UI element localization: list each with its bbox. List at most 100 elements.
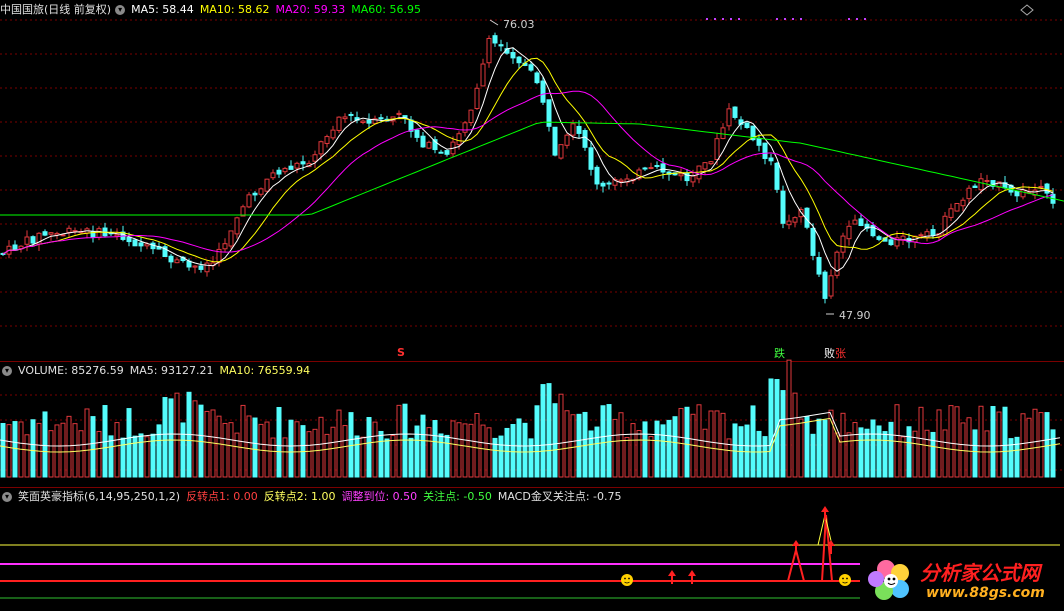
candle-body [654, 165, 660, 168]
stock-title[interactable]: 中国国旅(日线 前复权) [0, 3, 112, 16]
candle-body [774, 162, 780, 190]
volume-bar [744, 424, 750, 478]
candle-body [978, 178, 984, 191]
volume-bar [96, 430, 102, 478]
high-price-label: 76.03 [503, 18, 535, 31]
candle-body [1044, 183, 1050, 194]
volume-bar [426, 427, 432, 478]
candle-body [204, 262, 210, 273]
candle-body [366, 119, 372, 124]
candle-body [228, 230, 234, 247]
candle-body [132, 239, 138, 247]
volume-bar [798, 418, 804, 478]
volume-bar [312, 428, 318, 478]
candle-body [732, 106, 738, 118]
candle-body [234, 217, 240, 235]
volume-bar [162, 397, 168, 478]
volume-bar [876, 425, 882, 478]
volume-bar [792, 392, 798, 478]
indicator-p3: 调整到位: 0.50 [341, 490, 418, 503]
candle-body [114, 233, 120, 237]
volume-bar [624, 436, 630, 478]
volume-bar [90, 416, 96, 478]
candle-body [162, 246, 168, 258]
watermark-name: 分析家公式网 [920, 561, 1040, 585]
volume-bar [318, 416, 324, 478]
volume-bar [462, 423, 468, 478]
candle-body [330, 129, 336, 139]
volume-bar [360, 436, 366, 478]
volume-bar [828, 409, 834, 478]
volume-bar [534, 405, 540, 478]
collapse-icon[interactable]: ▾ [2, 366, 12, 376]
volume-bar [630, 423, 636, 478]
volume-bar [30, 419, 36, 478]
volume-bar [900, 436, 906, 478]
volume-bar [222, 422, 228, 478]
volume-bar [192, 400, 198, 478]
volume-bar [528, 438, 534, 478]
candle-body [276, 169, 282, 175]
volume-bar [432, 420, 438, 478]
candle-body [480, 63, 486, 87]
volume-bar [978, 405, 984, 478]
volume-bar [72, 423, 78, 478]
volume-bar [780, 390, 786, 478]
volume-bar [216, 415, 222, 478]
volume-bar [594, 426, 600, 478]
volume-bar [414, 425, 420, 478]
volume-bar [990, 406, 996, 478]
volume-bar [810, 433, 816, 478]
candle-body [138, 242, 144, 247]
volume-bar [1032, 408, 1038, 478]
volume-bar [276, 406, 282, 478]
ma20-label: MA20: 59.33 [275, 3, 346, 16]
volume-bar [132, 435, 138, 478]
candle-body [24, 236, 30, 245]
volume-bar [36, 422, 42, 478]
volume-bar [1038, 412, 1044, 478]
indicator-p2: 反转点2: 1.00 [263, 490, 336, 503]
volume-bar [816, 418, 822, 478]
sell-signal: S [397, 346, 405, 359]
candle-body [240, 206, 246, 217]
up-arrow-icon [792, 540, 800, 546]
panel-switch-icon[interactable] [1020, 4, 1034, 16]
volume-bar [660, 424, 666, 478]
volume-bar [588, 430, 594, 478]
volume-bar [768, 378, 774, 478]
volume-bar [66, 415, 72, 478]
volume-bar [48, 430, 54, 478]
volume-bar [234, 432, 240, 478]
ma60-label: MA60: 56.95 [351, 3, 421, 16]
volume-bar [924, 429, 930, 478]
volume-bar [954, 406, 960, 478]
candle-body [144, 243, 150, 247]
candle-body [966, 187, 972, 200]
candle-body [414, 129, 420, 138]
candle-body [192, 265, 198, 268]
candle-body [600, 182, 606, 187]
volume-bar [564, 410, 570, 478]
candle-body [792, 217, 798, 223]
collapse-icon[interactable]: ▾ [115, 5, 126, 15]
volume-bar [264, 421, 270, 478]
indicator-panel-header: ▾ 笑面英豪指标(6,14,95,250,1,2) 反转点1: 0.00 反转点2: … [0, 489, 627, 505]
candle-body [198, 265, 204, 270]
candle-body [174, 259, 180, 264]
candle-body [294, 162, 300, 169]
candle-body [1014, 190, 1020, 197]
candle-body [30, 236, 36, 244]
signal-dot [792, 18, 794, 20]
candle-body [1038, 185, 1044, 188]
volume-bar [702, 428, 708, 478]
volume-bar [450, 420, 456, 478]
collapse-icon[interactable]: ▾ [2, 492, 12, 502]
candle-body [846, 225, 852, 240]
candle-body [702, 162, 708, 170]
volume-ma10-line [0, 417, 1061, 453]
volume-bar [354, 435, 360, 478]
candle-body [660, 163, 666, 173]
volume-bar [654, 420, 660, 478]
